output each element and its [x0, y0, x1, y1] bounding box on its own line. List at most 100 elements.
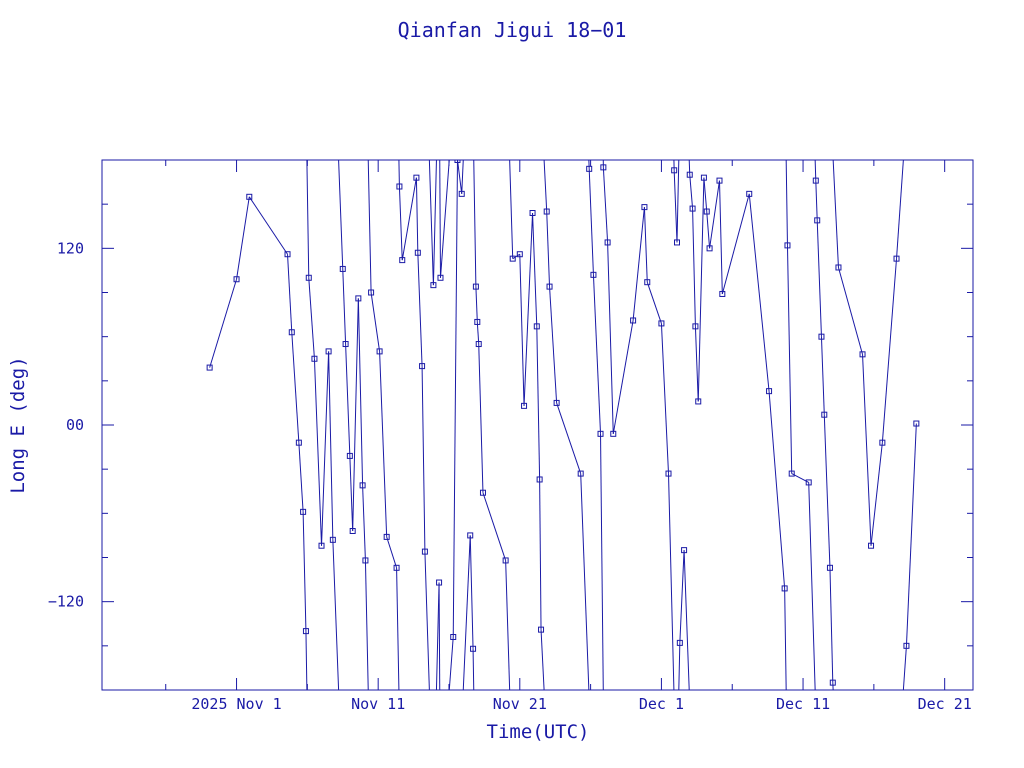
y-axis-label: Long E (deg)	[7, 356, 29, 493]
data-point	[414, 249, 421, 256]
series-line-segment	[896, 160, 904, 259]
series-line-segment	[428, 160, 434, 286]
data-point	[467, 532, 474, 539]
series-line-segment	[287, 254, 293, 333]
data-point	[706, 245, 713, 252]
data-point	[538, 626, 545, 633]
data-point	[421, 548, 428, 555]
data-point	[586, 165, 593, 172]
series-line-segment	[421, 366, 426, 552]
series-line-segment	[362, 485, 366, 561]
data-point	[703, 208, 710, 215]
data-point	[766, 388, 773, 395]
data-point	[746, 190, 753, 197]
series-line-segment	[683, 550, 690, 690]
series-line-segment	[721, 193, 750, 295]
series-line-segment	[298, 442, 304, 512]
data-point	[700, 174, 707, 181]
x-tick-label: Dec 11	[776, 695, 830, 713]
series-line-segment	[536, 326, 541, 480]
data-point	[359, 482, 366, 489]
data-point	[342, 341, 349, 348]
data-point	[879, 439, 886, 446]
data-point	[658, 320, 665, 327]
series-line-segment	[512, 253, 521, 260]
series-line-segment	[588, 168, 594, 275]
series-line-segment	[815, 180, 818, 221]
data-point	[318, 542, 325, 549]
series-line-segment	[509, 160, 514, 259]
x-axis-label: Time(UTC)	[487, 721, 590, 743]
series-line-segment	[308, 277, 315, 359]
data-point	[553, 399, 560, 406]
data-point	[546, 283, 553, 290]
series-line-segment	[668, 473, 675, 690]
data-point	[692, 323, 699, 330]
series-line-segment	[452, 160, 458, 638]
x-tick-label: Dec 21	[918, 695, 972, 713]
series-line-segment	[692, 208, 696, 327]
data-point	[543, 208, 550, 215]
data-point	[479, 489, 486, 496]
series-line-segment	[472, 648, 475, 690]
data-point	[474, 318, 481, 325]
data-point	[788, 470, 795, 477]
series-line-segment	[367, 160, 372, 293]
data-point	[509, 255, 516, 262]
data-point	[604, 239, 611, 246]
x-tick-label: Dec 1	[639, 695, 684, 713]
series-line-segment	[386, 536, 398, 568]
series-line-segment	[473, 160, 477, 287]
series-line-segment	[718, 180, 723, 294]
data-point	[630, 317, 637, 324]
data-point	[835, 264, 842, 271]
data-point	[300, 508, 307, 515]
data-point	[818, 333, 825, 340]
series-line-segment	[870, 442, 883, 546]
series-line-segment	[306, 160, 310, 278]
series-line-segment	[643, 207, 648, 283]
series-line-segment	[786, 245, 793, 474]
data-point	[590, 271, 597, 278]
data-point	[686, 171, 693, 178]
data-point	[376, 348, 383, 355]
data-point	[437, 274, 444, 281]
series-line-segment	[612, 320, 634, 434]
series-line-segment	[748, 193, 770, 392]
data-point	[311, 355, 318, 362]
series-line-segment	[415, 177, 419, 253]
series-line-segment	[823, 414, 831, 568]
series-line-segment	[475, 286, 478, 322]
series-line-segment	[438, 582, 441, 690]
series-line-segment	[417, 252, 423, 367]
series-line-segment	[703, 177, 708, 212]
data-point	[450, 634, 457, 640]
series-line-segment	[313, 358, 323, 546]
series-line-segment	[432, 160, 437, 286]
data-point	[246, 193, 253, 200]
data-point	[577, 470, 584, 477]
data-point	[610, 430, 617, 437]
series-line-segment	[673, 170, 678, 243]
series-line-segment	[784, 588, 787, 690]
series-line-segment	[549, 286, 558, 403]
data-point	[536, 476, 543, 483]
data-point	[305, 274, 312, 281]
series-line-segment	[556, 402, 582, 474]
data-point	[814, 217, 821, 224]
series-line-segment	[291, 332, 300, 443]
series-line-segment	[370, 292, 381, 352]
data-point	[812, 177, 819, 184]
data-point	[284, 251, 291, 258]
series-line-segment	[332, 539, 340, 690]
series-line-segment	[881, 258, 898, 443]
data-point	[533, 323, 540, 330]
data-point	[206, 364, 213, 371]
series-line-segment	[396, 567, 400, 690]
series-line-segment	[814, 160, 817, 181]
data-point	[674, 239, 681, 246]
data-point	[821, 411, 828, 418]
series-line-segment	[435, 582, 440, 690]
series-line-segment	[785, 160, 788, 246]
data-point	[805, 479, 812, 486]
